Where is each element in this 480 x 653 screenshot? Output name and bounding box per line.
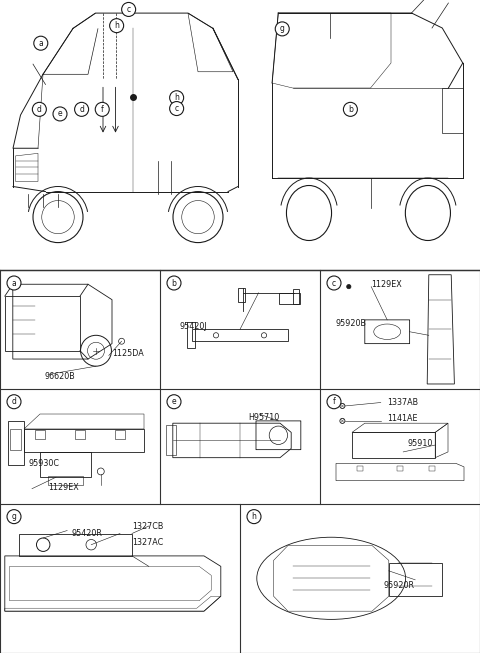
Text: h: h [114, 21, 119, 30]
Bar [10, 429, 21, 450]
Bar [48, 476, 83, 485]
Bar [293, 289, 299, 304]
Text: f: f [333, 397, 336, 406]
Text: 95910: 95910 [408, 439, 433, 449]
Bar [192, 329, 288, 342]
Text: e: e [58, 110, 62, 118]
Text: 1327AC: 1327AC [132, 538, 163, 547]
Bar [442, 88, 463, 133]
Text: 95920B: 95920B [336, 319, 367, 328]
Text: d: d [79, 105, 84, 114]
Circle shape [169, 91, 184, 104]
Circle shape [95, 103, 109, 116]
Circle shape [275, 22, 289, 36]
Circle shape [74, 103, 89, 116]
Text: 95930C: 95930C [29, 459, 60, 468]
Circle shape [340, 419, 345, 423]
Text: 95420R: 95420R [72, 529, 103, 538]
Circle shape [7, 509, 21, 524]
Text: 96620B: 96620B [45, 372, 75, 381]
Circle shape [32, 103, 47, 116]
Circle shape [7, 276, 21, 290]
Circle shape [7, 394, 21, 409]
Text: a: a [12, 278, 16, 287]
Bar [8, 421, 24, 464]
Circle shape [347, 285, 351, 289]
Text: b: b [171, 278, 177, 287]
Text: 1129EX: 1129EX [371, 279, 402, 289]
Text: d: d [37, 105, 42, 114]
Circle shape [109, 19, 124, 33]
Text: 1327CB: 1327CB [132, 522, 163, 530]
Text: d: d [12, 397, 16, 406]
Bar [35, 430, 45, 439]
Text: 1141AE: 1141AE [387, 414, 418, 423]
Circle shape [247, 509, 261, 524]
Bar [75, 430, 85, 439]
Circle shape [169, 101, 184, 116]
Text: g: g [280, 24, 285, 33]
Text: 95920R: 95920R [384, 581, 415, 590]
Text: 1125DA: 1125DA [112, 349, 144, 358]
Text: 1337AB: 1337AB [387, 398, 419, 407]
Circle shape [340, 404, 345, 409]
Text: h: h [252, 512, 256, 521]
Circle shape [167, 276, 181, 290]
Bar [115, 430, 125, 439]
Text: 1129EX: 1129EX [48, 483, 79, 492]
Circle shape [167, 394, 181, 409]
Circle shape [343, 103, 358, 116]
Text: 95420J: 95420J [179, 323, 207, 332]
Text: f: f [101, 105, 104, 114]
Circle shape [327, 276, 341, 290]
Bar [357, 466, 363, 471]
Circle shape [53, 107, 67, 121]
Text: b: b [348, 105, 353, 114]
Text: c: c [175, 104, 179, 113]
Bar [167, 426, 176, 455]
Text: H95710: H95710 [248, 413, 279, 422]
Circle shape [34, 36, 48, 50]
Text: a: a [38, 39, 43, 48]
Circle shape [327, 394, 341, 409]
Text: e: e [172, 397, 176, 406]
Bar [429, 466, 435, 471]
Bar [397, 466, 403, 471]
Text: c: c [332, 278, 336, 287]
Text: g: g [12, 512, 16, 521]
Bar [239, 288, 245, 302]
Bar [187, 322, 195, 348]
Text: h: h [174, 93, 179, 103]
Text: c: c [127, 5, 131, 14]
Circle shape [121, 3, 136, 16]
